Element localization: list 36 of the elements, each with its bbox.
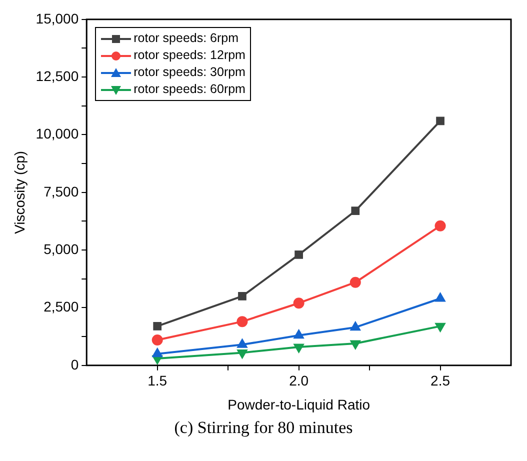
point bbox=[436, 116, 444, 126]
point bbox=[435, 322, 446, 332]
x-axis-title: Powder-to-Liquid Ratio bbox=[228, 396, 370, 412]
point bbox=[238, 292, 246, 300]
y-tick-label: 10,000 bbox=[36, 126, 79, 142]
point bbox=[293, 298, 304, 309]
point bbox=[434, 220, 446, 232]
text: (c) Stirring for 80 minutes bbox=[173, 418, 354, 438]
x-tick-label: 2.5 bbox=[430, 372, 450, 389]
y-tick-label: 15,000 bbox=[36, 10, 79, 26]
point bbox=[350, 322, 360, 331]
point bbox=[237, 349, 248, 358]
legend-label: rotor speeds: 6rpm bbox=[134, 30, 239, 48]
point bbox=[236, 316, 248, 328]
point bbox=[294, 344, 304, 352]
x-tick-label: 1.5 bbox=[148, 372, 168, 389]
point bbox=[294, 330, 304, 339]
point bbox=[294, 250, 303, 259]
legend-label: rotor speeds: 30rpm bbox=[134, 64, 246, 82]
point bbox=[350, 340, 360, 349]
point bbox=[153, 322, 162, 330]
y-tick-label: 0 bbox=[70, 356, 79, 372]
legend-label: rotor speeds: 12rpm bbox=[134, 47, 246, 64]
y-axis-title: Viscosity (cp) bbox=[11, 150, 28, 234]
point bbox=[152, 334, 163, 346]
point bbox=[435, 293, 446, 302]
y-tick-label: 12,500 bbox=[36, 68, 79, 84]
legend-label: rotor speeds: 60rpm bbox=[134, 81, 246, 98]
point bbox=[350, 276, 361, 288]
y-tick-label: 2,500 bbox=[44, 298, 79, 315]
y-tick-label: 5,000 bbox=[44, 240, 79, 257]
point bbox=[237, 339, 248, 348]
point bbox=[351, 206, 360, 216]
y-tick-label: 7,500 bbox=[44, 183, 79, 200]
point bbox=[152, 348, 162, 358]
text: 2.0 bbox=[289, 372, 309, 389]
